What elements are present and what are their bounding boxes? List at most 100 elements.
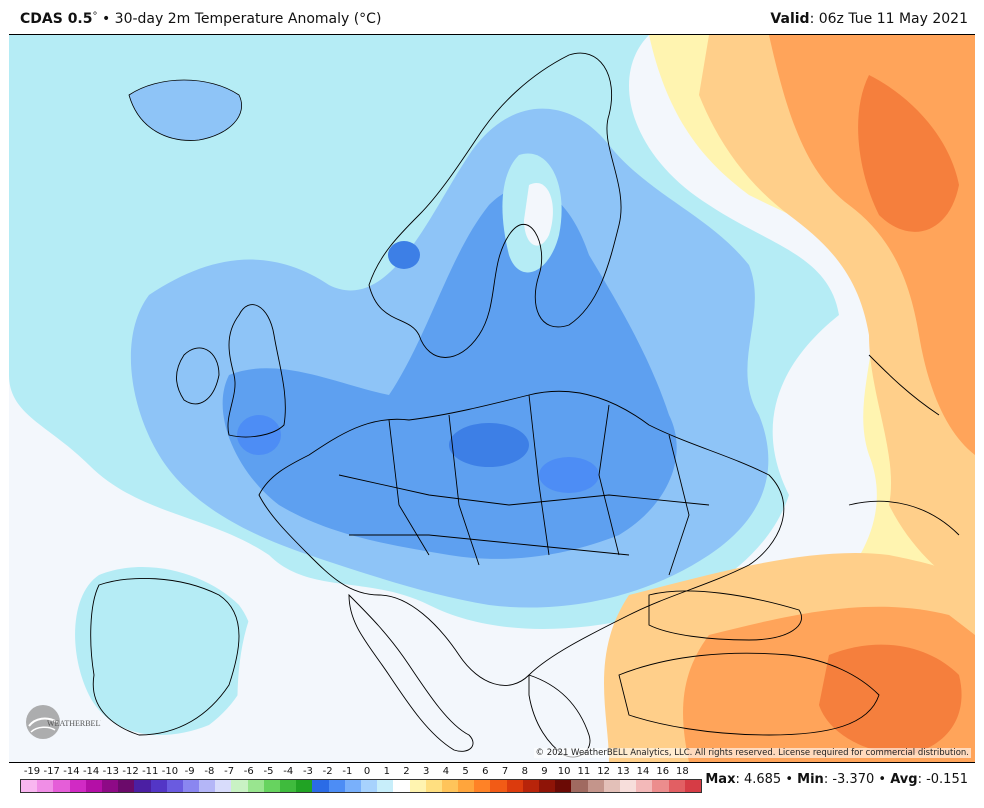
- colorbar-swatch: [458, 780, 475, 792]
- colorbar-tick-label: 11: [577, 766, 591, 777]
- map-canvas: [9, 35, 975, 762]
- colorbar-swatch: [360, 780, 378, 792]
- colorbar-swatch: [571, 780, 588, 792]
- colorbar-swatch: [182, 780, 200, 792]
- colorbar-tick-label: 5: [462, 766, 469, 777]
- avg-value: : -0.151: [917, 772, 968, 787]
- colorbar-tick-label: -11: [142, 766, 159, 777]
- colorbar-swatch: [603, 780, 620, 792]
- valid-label: Valid: [770, 11, 810, 27]
- avg-label: Avg: [890, 772, 918, 787]
- colorbar-swatch: [53, 780, 70, 792]
- colorbar-tick-label: 12: [597, 766, 610, 777]
- colorbar-swatch: [668, 780, 685, 792]
- stats-summary: Max: 4.685 • Min: -3.370 • Avg: -0.151: [705, 772, 968, 787]
- copyright-notice: © 2021 WeatherBELL Analytics, LLC. All r…: [533, 748, 971, 758]
- colorbar-swatch: [296, 780, 313, 792]
- colorbar-swatches: [20, 779, 702, 793]
- max-label: Max: [705, 772, 736, 787]
- colorbar-tick-label: -2: [322, 766, 333, 777]
- colorbar-tick-label: 8: [521, 766, 528, 777]
- degree-mark: °: [92, 11, 98, 22]
- colorbar-tick-label: -14: [63, 766, 80, 777]
- colorbar-swatch: [522, 780, 539, 792]
- colorbar-swatch: [312, 780, 329, 792]
- colorbar-swatch: [263, 780, 280, 792]
- colorbar-tick-label: 10: [557, 766, 571, 777]
- colorbar-swatch: [441, 780, 459, 792]
- colorbar-swatch: [409, 780, 426, 792]
- stats-separator-2: •: [878, 772, 887, 787]
- colorbar-swatch: [344, 780, 361, 792]
- colorbar-swatch: [619, 780, 637, 792]
- colorbar-tick-label: -14: [82, 766, 100, 777]
- header: CDAS 0.5° • 30-day 2m Temperature Anomal…: [0, 0, 984, 34]
- colorbar-swatch: [539, 780, 556, 792]
- colorbar: -19 -17 -14 -14 -13 -12 -11 -10 -9 -8 -7 -6 -5 -4 -3 -2…: [20, 766, 710, 796]
- colorbar-tick-label: 4: [442, 766, 450, 777]
- colorbar-tick-label: 6: [482, 766, 489, 777]
- colorbar-tick-label: -3: [302, 766, 313, 777]
- colorbar-swatch: [490, 780, 507, 792]
- colorbar-swatch: [328, 780, 345, 792]
- colorbar-tick-label: -13: [102, 766, 119, 777]
- colorbar-tick-label: 9: [541, 766, 548, 777]
- colorbar-tick-label: -12: [122, 766, 139, 777]
- valid-value: : 06z Tue 11 May 2021: [809, 11, 968, 27]
- colorbar-swatch: [636, 780, 653, 792]
- colorbar-tick-label: -4: [283, 766, 294, 777]
- colorbar-swatch: [377, 780, 394, 792]
- colorbar-tick-label: -6: [243, 766, 254, 777]
- colorbar-tick-label: 18: [676, 766, 689, 777]
- colorbar-swatch: [37, 780, 54, 792]
- colorbar-tick-label: 13: [616, 766, 630, 777]
- colorbar-swatch: [393, 780, 410, 792]
- colorbar-swatch: [247, 780, 264, 792]
- colorbar-tick-label: 0: [363, 766, 371, 777]
- product-title: 30-day 2m Temperature Anomaly (°C): [114, 11, 382, 27]
- colorbar-swatch: [21, 780, 38, 792]
- svg-text:WEATHERBELL: WEATHERBELL: [47, 719, 101, 728]
- colorbar-swatch: [199, 780, 216, 792]
- stats-separator: •: [785, 772, 794, 787]
- colorbar-tick-label: -7: [224, 766, 235, 777]
- colorbar-labels: -19 -17 -14 -14 -13 -12 -11 -10 -9 -8 -7 -6 -5 -4 -3 -2…: [20, 766, 710, 778]
- anomaly-map: © 2021 WeatherBELL Analytics, LLC. All r…: [9, 34, 975, 763]
- colorbar-swatch: [280, 780, 297, 792]
- colorbar-tick-label: -17: [43, 766, 60, 777]
- map-title: CDAS 0.5° • 30-day 2m Temperature Anomal…: [20, 11, 381, 27]
- colorbar-tick-label: -5: [263, 766, 274, 777]
- colorbar-swatch: [101, 780, 119, 792]
- colorbar-tick-label: 3: [423, 766, 430, 777]
- colorbar-swatch: [555, 780, 572, 792]
- model-name: CDAS 0.5: [20, 11, 93, 27]
- valid-time: Valid: 06z Tue 11 May 2021: [770, 11, 968, 27]
- colorbar-tick-label: 7: [501, 766, 509, 777]
- colorbar-tick-label: -1: [342, 766, 353, 777]
- colorbar-swatch: [118, 780, 135, 792]
- colorbar-swatch: [652, 780, 669, 792]
- colorbar-swatch: [474, 780, 491, 792]
- min-value: : -3.370: [823, 772, 875, 787]
- colorbar-swatch: [150, 780, 167, 792]
- title-separator: •: [101, 11, 111, 27]
- colorbar-swatch: [215, 780, 232, 792]
- colorbar-swatch: [587, 780, 604, 792]
- colorbar-swatch: [166, 780, 183, 792]
- colorbar-swatch: [134, 780, 151, 792]
- colorbar-tick-label: -19: [23, 766, 41, 777]
- colorbar-tick-label: -10: [161, 766, 179, 777]
- weatherbell-logo: WEATHERBELL: [23, 700, 101, 744]
- colorbar-tick-label: 2: [403, 766, 410, 777]
- colorbar-tick-label: 14: [636, 766, 650, 777]
- colorbar-swatch: [684, 780, 701, 792]
- min-label: Min: [797, 772, 824, 787]
- colorbar-swatch: [69, 780, 86, 792]
- max-value: : 4.685: [735, 772, 782, 787]
- colorbar-tick-label: 1: [383, 766, 390, 777]
- colorbar-swatch: [85, 780, 102, 792]
- colorbar-tick-label: -8: [204, 766, 215, 777]
- colorbar-swatch: [231, 780, 248, 792]
- colorbar-swatch: [425, 780, 442, 792]
- colorbar-tick-label: -9: [184, 766, 195, 777]
